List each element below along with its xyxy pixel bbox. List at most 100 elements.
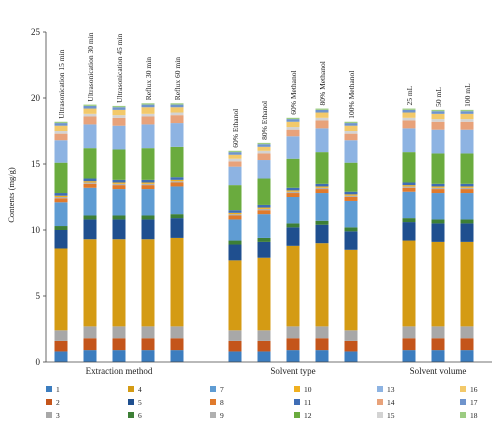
bar-segment	[257, 178, 271, 205]
bar-segment	[344, 133, 358, 141]
bar-segment	[228, 161, 242, 167]
bar-segment	[170, 146, 184, 178]
bar-segment	[315, 108, 329, 110]
bar-segment	[344, 162, 358, 192]
bar-segment	[54, 198, 68, 203]
bar-segment	[170, 177, 184, 180]
bar-segment	[228, 152, 242, 155]
bar-segment	[460, 189, 474, 194]
legend-swatch	[377, 386, 383, 392]
bar-segment	[286, 191, 300, 194]
bar-segment	[402, 109, 416, 113]
bar-segment	[228, 212, 242, 215]
bar-segment	[460, 153, 474, 184]
bar-segment	[257, 257, 271, 331]
legend-swatch	[294, 412, 300, 418]
bar-segment	[315, 117, 329, 121]
bar-segment	[431, 186, 445, 188]
bar-segment	[112, 109, 126, 116]
bar-segment	[170, 338, 184, 351]
bar-segment	[228, 150, 242, 153]
bar-segment	[228, 158, 242, 162]
bar-segment	[257, 142, 271, 145]
bar-segment	[344, 195, 358, 197]
y-tick-label: 15	[31, 159, 41, 169]
bar-segment	[431, 241, 445, 327]
bar-segment	[431, 219, 445, 224]
bar-segment	[54, 195, 68, 197]
bar-segment	[112, 219, 126, 240]
legend-swatch	[128, 399, 134, 405]
bar-label: Ultrasonication 15 min	[57, 49, 66, 118]
bar-segment	[112, 125, 126, 150]
bar-segment	[344, 200, 358, 228]
bar-segment	[286, 326, 300, 339]
bar-segment	[83, 326, 97, 339]
bar-segment	[170, 350, 184, 362]
bar-segment	[315, 243, 329, 327]
bar-segment	[431, 109, 445, 112]
bar-segment	[228, 185, 242, 211]
legend-label: 5	[138, 398, 142, 407]
bar-segment	[112, 107, 126, 110]
bar-segment	[344, 125, 358, 131]
bar-segment	[344, 194, 358, 196]
bar-segment	[286, 158, 300, 188]
bar-segment	[315, 128, 329, 153]
bar-segment	[170, 214, 184, 219]
bar-segment	[170, 115, 184, 124]
legend-label: 17	[470, 398, 478, 407]
bar-segment	[170, 123, 184, 147]
bar-segment	[460, 350, 474, 362]
bar-segment	[460, 326, 474, 339]
legend-swatch	[128, 412, 134, 418]
bar-segment	[141, 326, 155, 339]
bar-segment	[344, 197, 358, 201]
legend-swatch	[377, 412, 383, 418]
bar-label: 25 mL	[405, 85, 414, 105]
bar-label: Reflux 30 min	[144, 57, 153, 101]
bar-segment	[112, 182, 126, 184]
bar-segment	[257, 330, 271, 341]
bar-segment	[170, 237, 184, 327]
bar-segment	[460, 111, 474, 114]
bar-segment	[402, 117, 416, 121]
legend-swatch	[294, 399, 300, 405]
bar-segment	[257, 241, 271, 258]
legend-label: 16	[470, 385, 478, 394]
legend-swatch	[210, 386, 216, 392]
bar-segment	[460, 186, 474, 188]
bar-segment	[112, 105, 126, 108]
bar-segment	[228, 154, 242, 159]
bar-segment	[286, 121, 300, 128]
bar-segment	[315, 193, 329, 221]
bar-segment	[402, 338, 416, 351]
bar-segment	[286, 119, 300, 122]
bar-segment	[170, 179, 184, 182]
legend-swatch	[210, 399, 216, 405]
bar-segment	[228, 260, 242, 331]
bar-segment	[141, 215, 155, 220]
bar-segment	[402, 218, 416, 223]
bar-segment	[344, 351, 358, 362]
bar-segment	[344, 249, 358, 331]
bar-segment	[315, 187, 329, 190]
bar-segment	[402, 120, 416, 129]
bar-segment	[402, 185, 416, 187]
bar-segment	[54, 226, 68, 230]
legend-swatch	[460, 412, 466, 418]
bar-segment	[112, 338, 126, 351]
bar-segment	[315, 326, 329, 339]
bar-segment	[228, 351, 242, 362]
bar-segment	[141, 103, 155, 105]
bar-labels: Ultrasonication 15 min Ultrasonication 30…	[57, 32, 472, 148]
bar-segment	[83, 116, 97, 125]
bar-segment	[460, 183, 474, 187]
bar-segment	[460, 119, 474, 122]
bar-segment	[460, 223, 474, 242]
legend-label: 9	[220, 411, 224, 420]
bar-segment	[170, 103, 184, 105]
bar-segment	[286, 197, 300, 224]
bar-segment	[83, 187, 97, 216]
